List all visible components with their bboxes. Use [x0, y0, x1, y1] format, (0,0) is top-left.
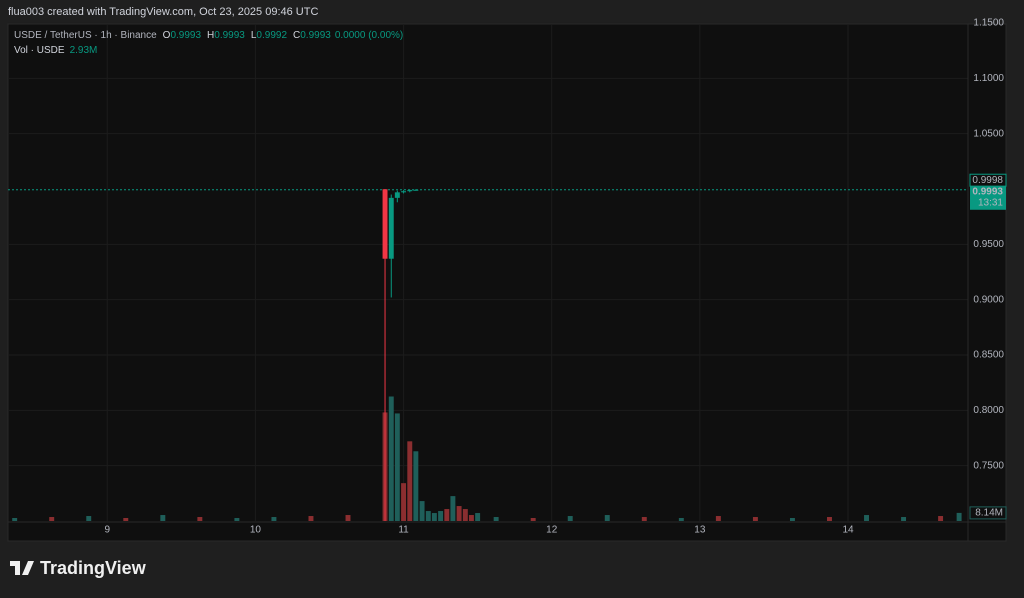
- volume-bar: [567, 516, 573, 521]
- x-tick-label: 12: [546, 525, 558, 536]
- symbol: USDE / TetherUS · 1h · Binance: [14, 30, 157, 41]
- x-tick-label: 9: [104, 525, 110, 536]
- volume-bar: [271, 517, 277, 521]
- volume-bar: [956, 512, 962, 521]
- ohlc-key: C: [293, 30, 300, 41]
- x-tick-label: 14: [842, 525, 854, 536]
- candle-body: [407, 190, 413, 192]
- volume-bar: [394, 413, 400, 521]
- volume-bar: [450, 496, 456, 521]
- volume-bar: [197, 517, 203, 521]
- volume-key: Vol · USDE: [14, 45, 65, 56]
- logo-mark: [10, 561, 34, 575]
- brand-name: TradingView: [40, 558, 147, 578]
- volume-bar: [901, 517, 907, 521]
- high-price-label: 0.9998: [972, 175, 1003, 186]
- volume-bar: [308, 516, 314, 521]
- candle-body: [394, 192, 400, 198]
- volume-bar: [419, 501, 425, 521]
- axes: 0.7500 0.8000 0.8500 0.9000 0.9500 1.0500 1.10…: [8, 18, 1007, 541]
- volume-bar: [715, 516, 721, 521]
- volume-bar: [752, 517, 758, 521]
- volume-bar: [388, 396, 394, 521]
- volume-bar: [827, 517, 832, 521]
- volume-bar: [864, 515, 869, 521]
- volume-bar: [425, 511, 431, 521]
- x-tick-label: 10: [250, 525, 262, 536]
- ohlc-value: 0.9993: [214, 30, 245, 41]
- grid: [8, 22, 968, 521]
- y-tick-label: 1.1500: [973, 18, 1004, 29]
- volume-bar: [49, 517, 55, 521]
- volume-legend: Vol · USDE 2.93M: [14, 45, 97, 56]
- ohlc-value: 0.9993: [170, 30, 201, 41]
- volume-bar: [493, 517, 499, 521]
- volume-bar: [86, 516, 92, 521]
- volume-bar: [475, 513, 481, 521]
- volume-bar: [234, 518, 240, 521]
- ohlc-value: 0.9993: [300, 30, 331, 41]
- volume-bar: [431, 513, 437, 521]
- volume-bar: [530, 518, 536, 521]
- volume-bar: [604, 515, 610, 521]
- candle-body: [382, 189, 388, 259]
- ohlc-key: L: [251, 30, 257, 41]
- snapshot-title: flua003 created with TradingView.com, Oc…: [8, 6, 318, 18]
- volume-bar: [468, 515, 474, 521]
- volume-bar: [123, 518, 129, 521]
- volume-last-box: [969, 506, 1007, 520]
- change-value: 0.0000 (0.00%): [335, 30, 403, 41]
- volume-bar: [938, 516, 944, 521]
- y-tick-label: 1.1000: [973, 73, 1004, 84]
- last-price-box: [970, 185, 1006, 210]
- ohlc-value: 0.9992: [256, 30, 287, 41]
- y-tick-label: 0.9000: [973, 294, 1004, 305]
- volume-bar: [407, 441, 413, 521]
- candle-body: [401, 191, 407, 193]
- x-tick-label: 13: [694, 525, 706, 536]
- ohlc-key: O: [163, 30, 171, 41]
- plot-area: [8, 189, 968, 521]
- symbol-legend: USDE / TetherUS · 1h · Binance O0.9993 H0.…: [14, 30, 403, 41]
- volume-bar: [12, 518, 18, 521]
- volume-bar: [401, 483, 407, 521]
- y-tick-label: 0.7500: [973, 460, 1004, 471]
- volume-bar: [678, 518, 684, 521]
- legend: USDE / TetherUS · 1h · Binance O0.9993 H0.…: [14, 30, 403, 56]
- volume-bar: [444, 509, 450, 521]
- volume-bar: [789, 518, 795, 521]
- volume-bar: [456, 506, 462, 521]
- volume-bar: [641, 517, 647, 521]
- y-tick-label: 0.9500: [973, 239, 1004, 250]
- volume-bar: [160, 515, 166, 521]
- y-tick-label: 0.8000: [973, 405, 1004, 416]
- brand-logo: TradingView: [10, 558, 147, 578]
- y-tick-label: 1.0500: [973, 128, 1004, 139]
- chart-pane: [7, 23, 1007, 542]
- volume-bar: [413, 451, 419, 521]
- volume-value: 2.93M: [70, 45, 98, 56]
- volume-bar: [345, 515, 351, 521]
- ohlc-key: H: [207, 30, 214, 41]
- volume-bar: [462, 509, 468, 521]
- volume-last-label: 8.14M: [975, 508, 1003, 519]
- candle-body: [413, 189, 419, 191]
- y-tick-label: 0.8500: [973, 350, 1004, 361]
- x-tick-label: 11: [398, 525, 409, 536]
- countdown-label: 13:31: [978, 197, 1003, 208]
- candle-body: [388, 197, 394, 259]
- volume-bar: [438, 511, 444, 521]
- last-price-label: 0.9993: [972, 186, 1003, 197]
